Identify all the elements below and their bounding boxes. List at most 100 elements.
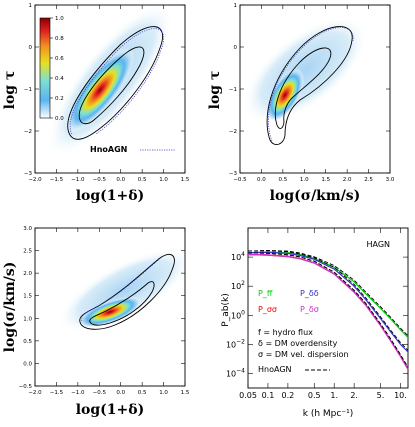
series-line-hnoagn: [247, 250, 409, 337]
colorbar-tick-label: 1.0: [55, 16, 64, 22]
hnoagn-contour: [268, 27, 354, 142]
x-tick-label: 2.0: [343, 177, 352, 183]
x-tick-label: −1.0: [71, 177, 85, 183]
y-tick-label: 10−4: [226, 367, 245, 378]
series-line-hnoagn: [247, 252, 409, 368]
contour-outer: [67, 26, 164, 140]
legend-label-hnoagn: HnoAGN: [90, 145, 127, 154]
contour-outer: [266, 26, 353, 146]
series-line-hnoagn: [247, 250, 409, 351]
x-tick-label: 0.0: [116, 177, 125, 183]
y-tick-label: 10−2: [226, 338, 245, 349]
x-tick-label: −0.5: [233, 177, 247, 183]
xlabel-bottom-left: log(1+δ): [76, 402, 145, 418]
contour-inner: [274, 47, 332, 129]
frame-bottom-right: [247, 227, 409, 389]
legend-pdd: P_δδ: [300, 289, 319, 298]
y-tick-label: 2.0: [23, 271, 32, 277]
spectra: [247, 250, 409, 370]
frame-bottom-left: [34, 227, 186, 387]
y-tick-label: 102: [231, 280, 245, 291]
x-tick-label: −0.5: [93, 390, 107, 396]
legend-pff: P_ff: [258, 289, 273, 298]
y-tick-label: −3: [24, 171, 33, 177]
y-tick-label: 3.0: [23, 226, 32, 232]
y-tick-label: −1: [229, 87, 237, 93]
colorbar-tick-label: 0.2: [55, 96, 64, 102]
panel-bottom-left: −2.0 −1.5 −1.0 −0.5 0.0 0.5 1.0 1.5 −0.5 0.0 0.5 1.…: [2, 226, 190, 418]
colorbar: [39, 17, 51, 119]
y-tick-label: −1: [24, 87, 32, 93]
colorbar-tick-label: 0.8: [55, 36, 64, 42]
x-tick-label: 5.: [377, 391, 385, 400]
x-tick-label: 1.0: [159, 177, 168, 183]
colorbar-tick-label: 0.6: [55, 56, 64, 62]
x-tick-label: 2.: [350, 391, 358, 400]
panel-bottom-right: 0.05 0.1 0.2 0.5 1. 2. 5. 10.10−410−2100102104 …: [221, 227, 409, 419]
x-tick-label: 1.5: [181, 177, 190, 183]
series-line: [247, 251, 409, 338]
colorbar-ticks: 0.0 0.2 0.4 0.6 0.8 1.0: [50, 16, 64, 122]
y-tick-label: −2: [229, 129, 237, 135]
x-tick-label: 3.0: [386, 177, 395, 183]
ylabel-top-right: log τ: [207, 71, 223, 110]
y-tick-label: 104: [231, 251, 245, 262]
y-tick-label: 0: [29, 45, 33, 51]
x-tick-label: 0.5: [278, 177, 287, 183]
legend-pss: P_σσ: [258, 305, 277, 314]
axes-bottom-left: −2.0 −1.5 −1.0 −0.5 0.0 0.5 1.0 1.5 −0.5 0.0 0.5 1.…: [19, 226, 190, 396]
y-tick-label: 1.5: [23, 294, 32, 300]
y-tick-label: 0: [234, 45, 238, 51]
x-tick-label: 1.0: [159, 390, 168, 396]
density-halo: [242, 16, 368, 124]
y-tick-label: 2.5: [23, 249, 32, 255]
ylabel-bottom-right: P_ab(k): [221, 293, 231, 326]
annotation-flux: f = hydro flux: [258, 328, 313, 337]
series-line: [247, 253, 409, 370]
x-tick-label: 0.2: [282, 391, 295, 400]
colorbar-tick-label: 0.0: [55, 116, 64, 122]
ylabel-top-left: log τ: [2, 71, 18, 110]
x-tick-label: 10.: [394, 391, 407, 400]
x-tick-label: 0.5: [308, 391, 321, 400]
x-tick-label: −2.0: [28, 390, 42, 396]
x-tick-label: 1.5: [181, 390, 190, 396]
annotation-delta: δ = DM overdensity: [258, 339, 338, 348]
x-tick-label: 2.5: [364, 177, 373, 183]
y-tick-label: 1: [234, 3, 238, 9]
panel-top-left: 0.0 0.2 0.4 0.6 0.8 1.0 HnoAGN −2.0 −1.5 −1.0 −0…: [2, 3, 190, 204]
x-tick-label: −1.5: [50, 177, 64, 183]
contour-inner: [89, 281, 155, 326]
x-tick-label: 0.1: [262, 391, 275, 400]
x-tick-label: −1.5: [50, 390, 64, 396]
x-tick-label: −2.0: [28, 177, 42, 183]
y-tick-label: −2: [24, 129, 32, 135]
xlabel-top-right: log(σ/km/s): [270, 188, 361, 204]
hnoagn-contour: [69, 28, 164, 135]
y-tick-label: 0.5: [23, 339, 32, 345]
panel-top-right: −0.5 0.0 0.5 1.0 1.5 2.0 2.5 3.0 −3 −2 −1 0 1 log(σ/…: [207, 3, 395, 204]
x-tick-label: 1.: [330, 391, 338, 400]
x-tick-label: −1.0: [71, 390, 85, 396]
y-tick-label: 1.0: [23, 316, 32, 322]
legend-pds: P_δσ: [300, 305, 319, 314]
legend-label-hnoagn-spec: HnoAGN: [258, 365, 292, 374]
x-tick-label: 1.0: [300, 177, 309, 183]
density-core: [77, 296, 143, 328]
y-tick-label: 1: [29, 3, 33, 9]
x-tick-label: 0.5: [138, 390, 147, 396]
axes-top-right: −0.5 0.0 0.5 1.0 1.5 2.0 2.5 3.0 −3 −2 −1 0 1: [229, 3, 395, 183]
density-halo: [57, 247, 185, 333]
contour-inner: [78, 46, 145, 125]
axes-top-left: −2.0 −1.5 −1.0 −0.5 0.0 0.5 1.0 1.5 −3 −2 −1 0 1: [24, 3, 190, 183]
y-tick-label: 100: [231, 309, 245, 320]
x-tick-label: 0.0: [257, 177, 266, 183]
x-tick-label: −0.5: [93, 177, 107, 183]
x-tick-label: 0.5: [138, 177, 147, 183]
x-tick-label: 0.05: [239, 391, 257, 400]
axes-bottom-right: 0.05 0.1 0.2 0.5 1. 2. 5. 10. 10−4 10−2 100 102 104: [226, 228, 408, 400]
density-core: [65, 47, 135, 133]
y-tick-label: −0.5: [19, 384, 33, 390]
annotation-sigma: σ = DM vel. dispersion: [258, 350, 349, 359]
